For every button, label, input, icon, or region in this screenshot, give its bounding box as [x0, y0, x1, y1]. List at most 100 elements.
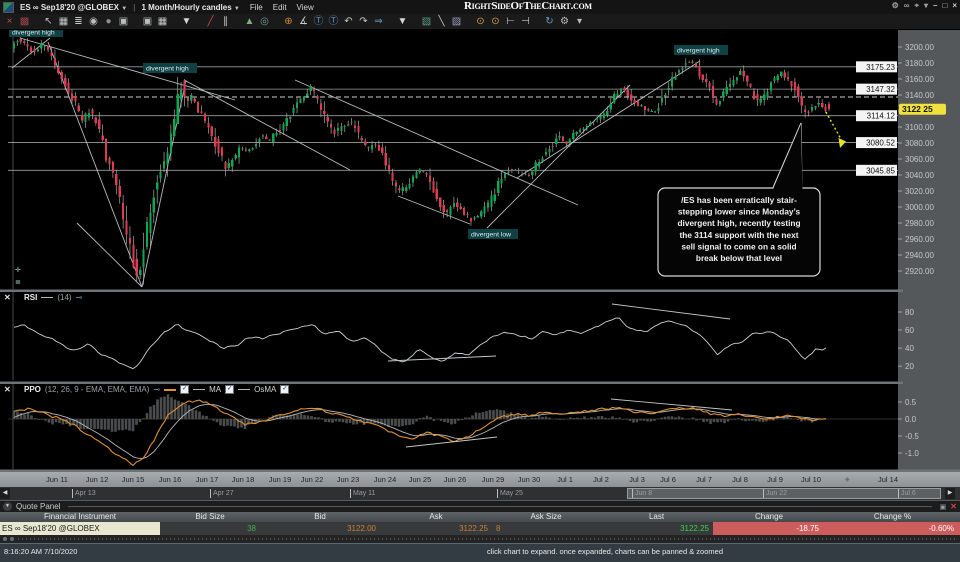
- date-label: Jun 18: [231, 475, 255, 484]
- globe-icon[interactable]: ◎: [260, 16, 269, 27]
- zoom-in-icon[interactable]: ⊙: [476, 16, 485, 27]
- rsi-trendline: [611, 303, 731, 320]
- image-icon[interactable]: ▣: [118, 16, 129, 27]
- pan-left-icon[interactable]: ⊢: [506, 16, 515, 27]
- layout-grid-icon[interactable]: ▦: [157, 16, 168, 27]
- col-ask[interactable]: Ask: [429, 512, 443, 521]
- dropdown-triangle-icon[interactable]: ▼: [181, 16, 192, 27]
- scrollbar-date-label: Apr 13: [72, 489, 96, 498]
- price-tick-label: 2940.00: [905, 251, 934, 260]
- ma-checkbox[interactable]: ✓: [225, 385, 235, 394]
- col-bid[interactable]: Bid: [314, 512, 326, 521]
- price-tick-label: 3080.00: [905, 139, 934, 148]
- date-label: Jun 12: [85, 475, 109, 484]
- ppo-label[interactable]: PPO: [24, 385, 41, 394]
- quote-panel-close-icon[interactable]: ✕: [950, 502, 957, 511]
- quote-panel-float-icon[interactable]: ▣: [939, 503, 947, 511]
- divider: [68, 506, 932, 507]
- menu-file[interactable]: File: [249, 2, 263, 12]
- ppo-checkbox[interactable]: ✓: [180, 385, 190, 394]
- symbol-selector[interactable]: ES ∞ Sep18'20 @GLOBEX ▼: [20, 3, 127, 12]
- settings-gear-icon[interactable]: ⚙: [891, 1, 899, 10]
- trendline: [76, 222, 143, 288]
- rsi-close-icon[interactable]: ✕: [4, 293, 11, 302]
- pin-dropdown-icon[interactable]: ▾: [924, 1, 929, 10]
- wrench-settings-icon[interactable]: ⚙: [560, 16, 569, 27]
- callout-text: divergent high, recently testing: [677, 218, 800, 228]
- text-box-icon[interactable]: Ⓣ: [328, 16, 339, 27]
- quote-row[interactable]: ES ∞ Sep18'20 @GLOBEX 38 3122.00 3122.25…: [0, 522, 960, 535]
- close-window-icon[interactable]: ×: [952, 1, 957, 10]
- menu-edit[interactable]: Edit: [272, 2, 287, 12]
- ppo-close-icon[interactable]: ✕: [4, 385, 11, 394]
- record-icon[interactable]: ●: [105, 16, 112, 27]
- price-tick-label: 3140.00: [905, 91, 934, 100]
- timeframe-selector[interactable]: 1 Month/Hourly candles ▼: [141, 3, 239, 12]
- col-bid-size[interactable]: Bid Size: [195, 512, 225, 521]
- menu-view[interactable]: View: [296, 2, 314, 12]
- scrollbar-thumb[interactable]: [627, 488, 941, 499]
- chart-style-icon[interactable]: ▧: [421, 16, 432, 27]
- quote-panel-titlebar: ▼ Quote Panel ▣ ✕: [0, 501, 960, 512]
- cell-change-pct: -0.60%: [825, 522, 960, 535]
- draw-pencil-icon[interactable]: ╱: [207, 16, 214, 27]
- mountain-chart-icon[interactable]: ▲: [244, 16, 255, 27]
- filter-funnel-icon[interactable]: ▼: [397, 16, 408, 27]
- scroll-dot-left[interactable]: [3, 537, 7, 541]
- quote-panel-collapse-icon[interactable]: ▼: [3, 502, 12, 511]
- table-grid-icon[interactable]: ▦: [58, 16, 69, 27]
- link-icon[interactable]: ∞: [903, 1, 910, 10]
- zoom-out-icon[interactable]: ⊙: [491, 16, 500, 27]
- osma-swatch: [238, 389, 251, 390]
- osma-checkbox[interactable]: ✓: [280, 385, 290, 394]
- hatch-brush-icon[interactable]: ▨: [451, 16, 462, 27]
- toolbar-dropdown-icon[interactable]: ▾: [576, 16, 583, 27]
- scrollbar-date-label: Jul 6: [898, 489, 916, 498]
- text-note-icon[interactable]: Ⓣ: [313, 16, 324, 27]
- rsi-pin-icon[interactable]: ⊸: [75, 293, 83, 302]
- maximize-icon[interactable]: □: [942, 1, 948, 10]
- ppo-pin-icon[interactable]: ⊸: [153, 385, 161, 394]
- level-price-label-text: 3147.32: [866, 85, 895, 94]
- snap-grid-icon[interactable]: ▩: [19, 16, 30, 27]
- ppo-ma-line: [13, 403, 826, 459]
- gallery-icon[interactable]: ▣: [142, 16, 153, 27]
- price-tick-label: 2920.00: [905, 267, 934, 276]
- undo-icon[interactable]: ↶: [344, 16, 353, 27]
- scroll-left-button[interactable]: ◀: [0, 488, 10, 499]
- pin-icon[interactable]: ⌖: [914, 1, 920, 10]
- col-financial-instrument[interactable]: Financial Instrument: [43, 512, 117, 521]
- col-change-pct[interactable]: Change %: [873, 512, 912, 521]
- clear-drawings-icon[interactable]: ×: [6, 16, 13, 27]
- annotation-label: [468, 229, 518, 239]
- minimize-icon[interactable]: –: [933, 1, 938, 10]
- scroll-right-button[interactable]: ▶: [945, 488, 955, 499]
- quote-table-header: Financial Instrument Bid Size Bid Ask As…: [0, 512, 960, 522]
- pan-right-icon[interactable]: ⊣: [521, 16, 530, 27]
- trendline: [141, 79, 187, 288]
- trendline-tool-icon[interactable]: ╲: [438, 16, 445, 27]
- redo-icon[interactable]: ↷: [359, 16, 368, 27]
- measure-tool-icon[interactable]: ∡: [299, 16, 308, 27]
- date-label: Jun 11: [46, 475, 68, 484]
- callout-arrow-icon[interactable]: ⇒: [374, 16, 383, 27]
- date-axis: Jun 11 Jun 12 Jun 15 Jun 16 Jun 17 Jun 18 Jun …: [0, 472, 960, 487]
- chart-canvas[interactable]: 3200.003180.003160.003140.003120.003100.…: [0, 30, 960, 472]
- refresh-icon[interactable]: ↻: [545, 16, 554, 27]
- print-icon[interactable]: ≣: [74, 16, 83, 27]
- snapshot-icon[interactable]: ◉: [89, 16, 98, 27]
- col-ask-size[interactable]: Ask Size: [530, 512, 562, 521]
- cell-instrument[interactable]: ES ∞ Sep18'20 @GLOBEX: [0, 522, 160, 535]
- callout-text: break below that level: [696, 253, 782, 263]
- cell-ask-size: 8: [492, 522, 600, 535]
- candlestick-chart-icon[interactable]: ∥: [223, 16, 228, 27]
- chart-scrollbar[interactable]: ◀ ▶ Apr 13 Apr 27 May 11 May 25 Jun 8 Jun 22 J…: [0, 487, 960, 500]
- date-label: Jun 17: [195, 475, 219, 484]
- col-last[interactable]: Last: [648, 512, 665, 521]
- scroll-dot-right[interactable]: [10, 537, 14, 541]
- target-crosshair-icon[interactable]: ⊕: [284, 16, 293, 27]
- rsi-label[interactable]: RSI: [24, 293, 38, 302]
- quote-panel-scrollbar[interactable]: [0, 535, 960, 543]
- col-change[interactable]: Change: [754, 512, 784, 521]
- hand-tool-icon[interactable]: ↖: [44, 16, 53, 27]
